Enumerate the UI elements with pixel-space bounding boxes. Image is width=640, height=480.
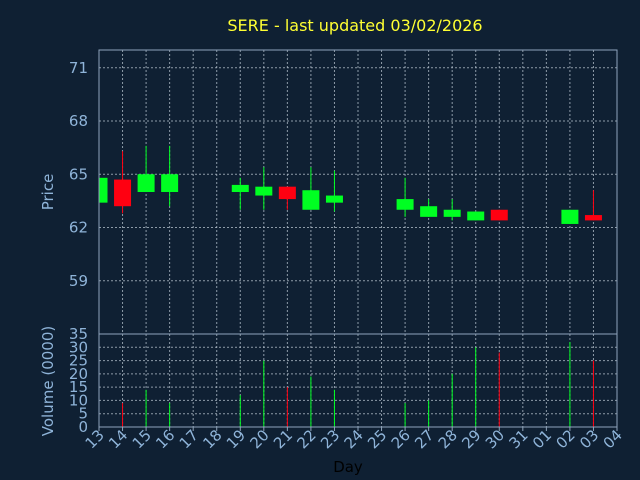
volume-tick-label: 25: [69, 352, 88, 370]
candle: [278, 186, 296, 210]
candle: [98, 177, 108, 203]
price-tick-label: 62: [69, 219, 88, 237]
candle: [420, 199, 438, 217]
chart-title: SERE - last updated 03/02/2026: [227, 16, 482, 35]
candle: [161, 145, 179, 207]
volume-tick-label: 30: [69, 338, 88, 356]
price-tick-label: 68: [69, 112, 88, 130]
price-tick-label: 59: [69, 272, 88, 290]
candlesticks: [98, 145, 602, 224]
candle-body: [137, 174, 155, 192]
x-tick-label: 18: [199, 426, 225, 452]
x-tick-label: 15: [129, 426, 155, 452]
candle-body: [161, 174, 179, 192]
candle-body: [255, 186, 273, 196]
x-tick-label: 22: [294, 426, 320, 452]
volume-grid: [99, 334, 617, 427]
candle: [231, 177, 249, 210]
candle-body: [561, 209, 579, 224]
candle-body: [325, 195, 343, 203]
x-tick-label: 24: [341, 426, 367, 452]
price-tick-label: 71: [69, 59, 88, 77]
candle: [114, 151, 132, 214]
x-tick-label: 16: [152, 426, 178, 452]
x-tick-label: 31: [505, 426, 531, 452]
price-tick-labels: 59 62 65 68 71: [69, 59, 88, 290]
candle: [302, 167, 320, 210]
x-tick-label: 14: [105, 426, 131, 452]
volume-panel-frame: [98, 333, 618, 428]
candle-body: [396, 199, 414, 210]
x-tick-label: 17: [176, 426, 202, 452]
candle: [467, 211, 485, 221]
candle: [561, 209, 579, 224]
volume-tick-label: 0: [78, 418, 88, 436]
x-tick-label: 30: [482, 426, 508, 452]
volume-tick-label: 10: [69, 391, 88, 409]
volume-tick-label: 35: [69, 325, 88, 343]
candle-body: [278, 186, 296, 200]
price-tick-label: 65: [69, 165, 88, 183]
candle: [443, 199, 461, 221]
candle-body: [302, 190, 320, 210]
candle: [396, 177, 414, 217]
candle-body: [420, 206, 438, 217]
x-tick-label: 28: [435, 426, 461, 452]
x-tick-label: 20: [246, 426, 272, 452]
x-axis-title: Day: [333, 458, 363, 476]
candle: [584, 190, 602, 221]
candle: [255, 167, 273, 210]
x-tick-label: 23: [317, 426, 343, 452]
x-tick-label: 21: [270, 426, 296, 452]
x-tick-label: 27: [411, 426, 437, 452]
volume-tick-label: 20: [69, 365, 88, 383]
candle-body: [443, 209, 461, 217]
x-tick-labels: 1314151617181920212223242526272829303101…: [82, 426, 626, 452]
x-tick-label: 19: [223, 426, 249, 452]
candle-body: [99, 177, 108, 203]
candle: [325, 170, 343, 212]
volume-axis-title: Volume (0000): [39, 326, 57, 436]
volume-tick-label: 15: [69, 378, 88, 396]
x-tick-label: 01: [529, 426, 555, 452]
volume-tick-label: 5: [78, 405, 88, 423]
candle-body: [467, 211, 485, 221]
x-tick-label: 26: [388, 426, 414, 452]
x-tick-label: 04: [600, 426, 626, 452]
x-tick-label: 25: [364, 426, 390, 452]
candle: [490, 209, 508, 221]
x-tick-label: 29: [458, 426, 484, 452]
volume-bars: [122, 341, 594, 427]
price-axis-title: Price: [39, 174, 57, 211]
candle-body: [114, 179, 132, 207]
candle-body: [584, 215, 602, 221]
candle-body: [231, 184, 249, 192]
x-tick-label: 03: [576, 426, 602, 452]
candle-body: [490, 209, 508, 221]
x-tick-label: 02: [553, 426, 579, 452]
candle: [137, 145, 155, 192]
